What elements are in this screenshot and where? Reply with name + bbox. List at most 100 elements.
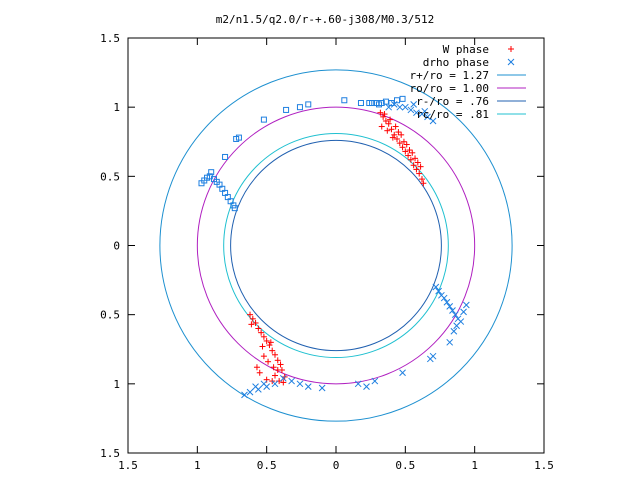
series-1-point (453, 322, 460, 330)
series-0-point (258, 329, 265, 336)
series-0-point (400, 138, 407, 145)
series-2-point (382, 98, 389, 105)
y-tick-label: 0.5 (100, 170, 120, 183)
series-1-point (401, 103, 409, 111)
series-0-point (259, 343, 266, 350)
series-0-point (248, 321, 255, 328)
series-1-point (318, 384, 326, 392)
series-0-point (270, 364, 277, 371)
series-1-point (451, 311, 459, 319)
y-tick-label: 1.5 (100, 447, 120, 460)
x-tick-label: 1 (471, 459, 478, 472)
series-1-point (246, 388, 254, 396)
series-2-point (341, 97, 348, 104)
series-1-point (252, 383, 259, 390)
series-1-point (421, 107, 429, 115)
circle-r-0.81 (223, 132, 449, 359)
series-0-point (260, 353, 267, 360)
y-tick-label: 1 (113, 378, 120, 391)
series-2-point (305, 101, 312, 108)
series-1-point (413, 109, 420, 117)
series-1-point (446, 303, 454, 310)
x-tick-label: 1.5 (534, 459, 554, 472)
series-1-point (354, 380, 362, 388)
series-1-point (241, 391, 248, 399)
legend-label: W phase (443, 43, 489, 56)
series-0-point (416, 170, 423, 177)
series-1-point (449, 307, 456, 314)
y-tick-label: 1 (113, 101, 120, 114)
chart-title: m2/n1.5/q2.0/r-+.60-j308/M0.3/512 (216, 13, 435, 26)
series-0-point (265, 358, 272, 365)
series-1-point (296, 380, 304, 388)
y-tick-label: 0 (113, 240, 120, 253)
series-2-point (388, 100, 395, 107)
x-tick-label: 1.5 (118, 459, 138, 472)
series-0-point (263, 337, 270, 344)
series-0-point (269, 347, 276, 354)
series-0-point (405, 152, 412, 159)
series-1-point (429, 117, 437, 125)
series-0-point (395, 129, 402, 136)
series-1-point (288, 377, 295, 385)
data-points (198, 95, 470, 399)
series-2-point (378, 100, 385, 107)
series-0-point (412, 155, 419, 162)
series-2-point (283, 106, 290, 113)
series-2-point (260, 116, 267, 123)
series-0-point (274, 357, 281, 364)
series-1-point (279, 374, 287, 382)
series-0-point (381, 111, 388, 118)
series-0-point (255, 325, 262, 332)
legend-label: rc/ro = .81 (416, 108, 489, 121)
circle-r-0.76 (230, 139, 442, 352)
series-1-point (304, 383, 312, 390)
series-0-point (389, 134, 396, 141)
series-0-point (252, 319, 259, 326)
series-0-point (247, 311, 254, 318)
series-0-point (271, 351, 278, 358)
series-0-point (263, 376, 270, 383)
series-0-point (380, 113, 387, 120)
series-0-point (402, 148, 409, 155)
series-2-point (369, 100, 376, 107)
legend-marker (508, 46, 514, 52)
series-0-point (406, 147, 413, 154)
series-1-point (407, 106, 415, 114)
series-0-point (414, 159, 421, 166)
series-0-point (277, 361, 284, 368)
series-2-point (399, 95, 406, 102)
series-0-point (256, 369, 263, 376)
series-0-point (387, 116, 394, 123)
series-0-point (278, 367, 285, 373)
series-1-point (462, 301, 470, 309)
series-2-point (231, 205, 238, 212)
x-tick-label: 0.5 (257, 459, 277, 472)
series-2-point (357, 100, 364, 107)
series-0-point (271, 372, 278, 379)
series-1-point (432, 283, 440, 291)
x-tick-label: 0.5 (395, 459, 415, 472)
series-0-point (418, 176, 425, 183)
series-0-point (266, 342, 273, 349)
series-0-point (384, 127, 391, 134)
series-0-point (267, 339, 274, 346)
series-1-point (446, 338, 454, 346)
legend-label: drho phase (423, 56, 489, 69)
series-1-point (429, 352, 437, 360)
series-0-point (377, 109, 384, 116)
series-0-point (260, 333, 267, 340)
x-tick-label: 0 (333, 459, 340, 472)
series-1-point (424, 113, 431, 121)
series-0-point (398, 131, 405, 138)
series-1-point (440, 294, 448, 302)
series-1-point (363, 383, 370, 390)
series-0-point (388, 126, 395, 133)
series-0-point (407, 156, 414, 163)
series-1-point (396, 103, 404, 111)
series-0-point (391, 131, 398, 138)
series-0-point (253, 364, 260, 371)
reference-circles (159, 69, 513, 422)
circle-r-1.27 (159, 69, 513, 422)
